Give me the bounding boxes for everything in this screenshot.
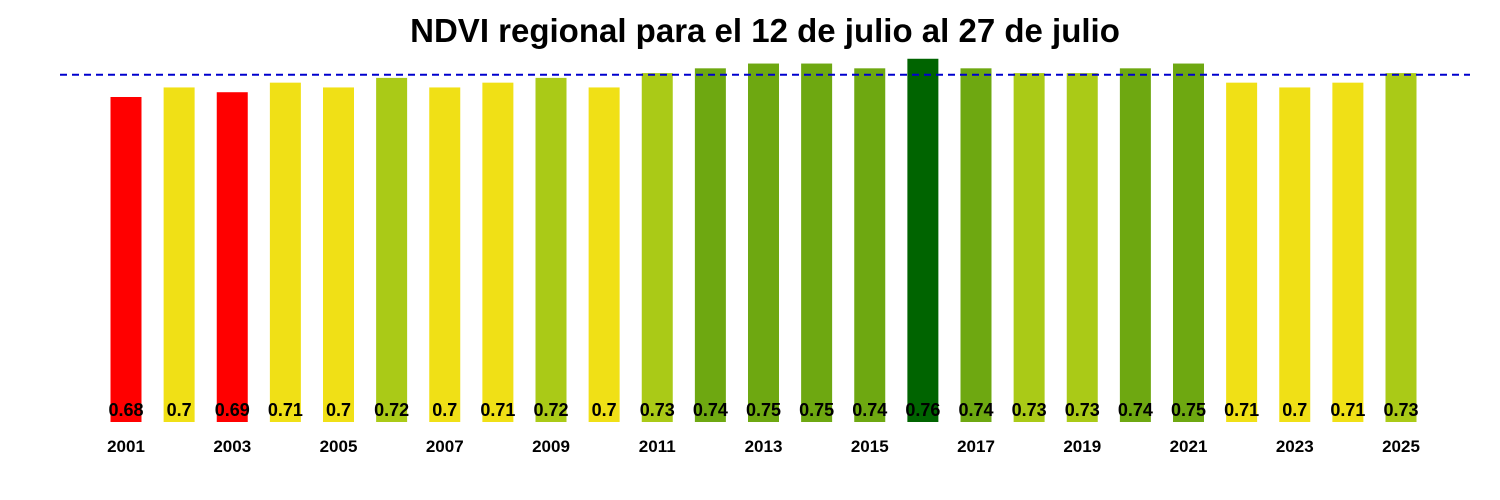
value-label-2004: 0.71 [268, 400, 303, 420]
value-label-2010: 0.7 [592, 400, 617, 420]
bar-2003 [216, 92, 248, 423]
value-label-2002: 0.7 [167, 400, 192, 420]
bar-2005 [323, 87, 354, 423]
chart-title: NDVI regional para el 12 de julio al 27 … [410, 12, 1120, 49]
value-label-2018: 0.73 [1012, 400, 1047, 420]
value-label-2023: 0.7 [1282, 400, 1307, 420]
bar-2018 [1013, 73, 1045, 423]
value-label-2019: 0.73 [1065, 400, 1100, 420]
value-label-2006: 0.72 [374, 400, 409, 420]
bar-2019 [1066, 73, 1098, 423]
value-label-2020: 0.74 [1118, 400, 1153, 420]
x-tick-label-2003: 2003 [213, 437, 251, 456]
x-tick-label-2009: 2009 [532, 437, 570, 456]
value-label-2015: 0.74 [852, 400, 887, 420]
value-labels-layer: 0.68 0.7 0.69 0.71 0.7 0.72 0.7 0.71 0.72 0.7 0.73… [108, 400, 1418, 420]
bar-2004 [269, 82, 301, 422]
bar-2002 [163, 87, 195, 423]
value-label-2005: 0.7 [326, 400, 351, 420]
value-label-2009: 0.72 [533, 400, 568, 420]
value-label-2021: 0.75 [1171, 400, 1206, 420]
bar-2016 [907, 58, 939, 422]
value-label-2008: 0.71 [480, 400, 515, 420]
x-tick-label-2001: 2001 [107, 437, 145, 456]
x-tick-labels-layer: 2001 2003 2005 2007 2009 2011 2013 2015 2017 2019… [107, 437, 1420, 456]
x-tick-label-2021: 2021 [1170, 437, 1208, 456]
bar-2014 [801, 63, 833, 422]
bar-2025 [1385, 73, 1417, 423]
bar-2015 [854, 68, 886, 422]
x-tick-label-2025: 2025 [1382, 437, 1420, 456]
value-label-2016: 0.76 [905, 400, 940, 420]
x-tick-label-2017: 2017 [957, 437, 995, 456]
bar-2011 [641, 73, 673, 423]
bar-2012 [694, 68, 726, 422]
bar-2006 [376, 77, 408, 422]
value-label-2025: 0.73 [1383, 400, 1418, 420]
value-label-2001: 0.68 [108, 400, 143, 420]
x-tick-label-2013: 2013 [745, 437, 783, 456]
value-label-2022: 0.71 [1224, 400, 1259, 420]
bar-2022 [1226, 82, 1258, 422]
value-label-2011: 0.73 [640, 400, 675, 420]
bar-2024 [1332, 82, 1364, 422]
x-tick-label-2005: 2005 [320, 437, 358, 456]
bar-2021 [1173, 63, 1204, 422]
bar-2007 [429, 87, 461, 423]
value-label-2012: 0.74 [693, 400, 728, 420]
x-tick-label-2011: 2011 [639, 437, 676, 456]
x-tick-label-2019: 2019 [1063, 437, 1101, 456]
bar-2017 [960, 68, 992, 422]
value-label-2007: 0.7 [432, 400, 457, 420]
value-label-2013: 0.75 [746, 400, 781, 420]
bar-2020 [1119, 68, 1151, 422]
value-label-2024: 0.71 [1330, 400, 1365, 420]
bar-2001 [110, 97, 142, 422]
value-label-2014: 0.75 [799, 400, 834, 420]
value-label-2003: 0.69 [215, 400, 250, 420]
bar-2013 [748, 63, 779, 422]
value-label-2017: 0.74 [958, 400, 993, 420]
bar-2023 [1279, 87, 1311, 423]
bar-2009 [535, 77, 567, 422]
bars-layer [110, 58, 1417, 423]
x-tick-label-2007: 2007 [426, 437, 464, 456]
bar-2010 [588, 87, 620, 423]
x-tick-label-2023: 2023 [1276, 437, 1314, 456]
bar-2008 [482, 82, 514, 422]
x-tick-label-2015: 2015 [851, 437, 889, 456]
